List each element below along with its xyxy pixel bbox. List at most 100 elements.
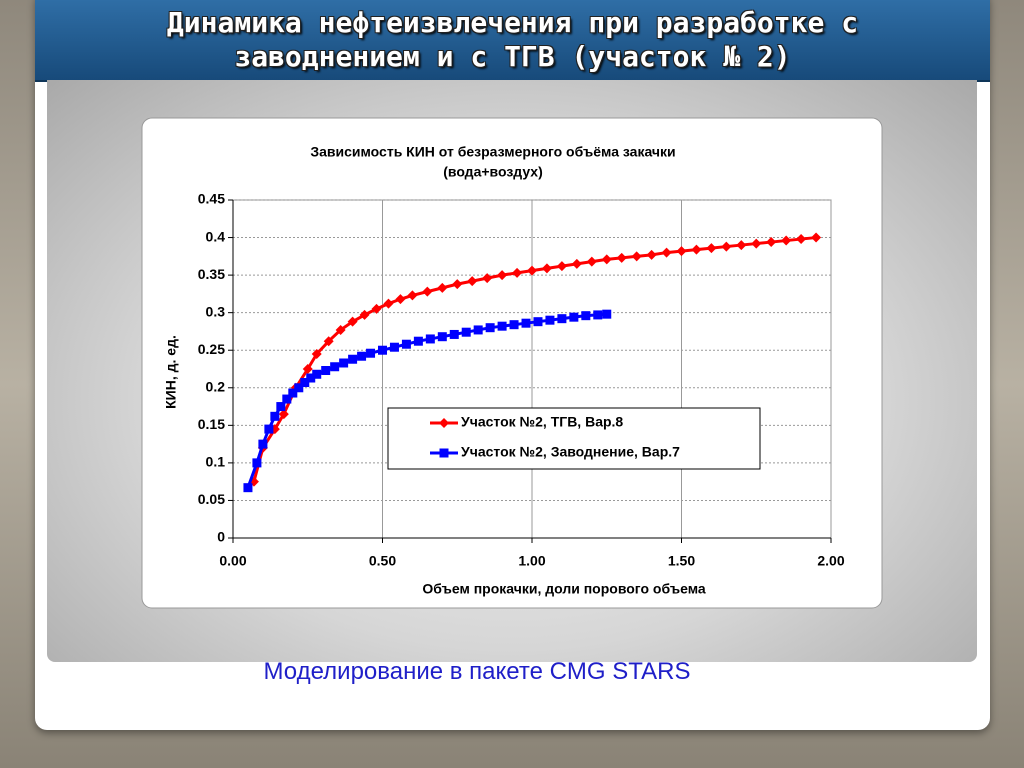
data-point (407, 290, 418, 301)
data-point (485, 323, 495, 333)
data-point (533, 317, 543, 327)
data-point (581, 311, 591, 321)
data-point (347, 316, 358, 327)
data-point (395, 294, 406, 305)
data-point (302, 364, 313, 374)
header-bar (35, 0, 990, 82)
data-point (422, 286, 433, 297)
x-tick-label: 0.00 (219, 553, 246, 569)
x-tick-label: 2.00 (817, 553, 844, 569)
legend-marker (439, 448, 449, 458)
data-point (751, 238, 762, 249)
caption: Моделирование в пакете CMG STARS (263, 658, 691, 685)
data-point (461, 327, 471, 337)
data-point (602, 309, 612, 319)
slide-title: Динамика нефтеизвлечения при разработке … (35, 6, 990, 74)
data-point (288, 388, 298, 398)
x-tick-label: 1.00 (518, 553, 545, 569)
data-point (721, 241, 732, 252)
data-point (593, 310, 603, 320)
y-tick-label: 0 (217, 529, 225, 545)
data-point (541, 263, 552, 274)
y-tick-label: 0.35 (198, 266, 225, 282)
y-tick-label: 0.45 (198, 191, 225, 207)
slide-title-line: Динамика нефтеизвлечения при разработке … (166, 6, 859, 39)
data-point (312, 369, 322, 379)
data-point (766, 237, 777, 248)
data-point (294, 383, 304, 393)
data-point (437, 332, 447, 342)
legend-label: Участок №2, ТГВ, Вар.8 (461, 414, 623, 430)
data-point (509, 320, 519, 330)
data-point (437, 282, 448, 293)
data-point (571, 258, 582, 269)
data-point (482, 273, 493, 284)
y-tick-label: 0.15 (198, 416, 225, 432)
data-point (306, 373, 316, 383)
data-point (330, 362, 340, 372)
y-tick-label: 0.1 (206, 454, 226, 470)
data-point (425, 334, 435, 344)
data-point (401, 339, 411, 349)
data-point (545, 315, 555, 325)
legend-marker (439, 418, 449, 428)
data-point (569, 312, 579, 322)
data-point (557, 314, 567, 324)
data-point (449, 329, 459, 339)
data-point (497, 321, 507, 331)
data-point (323, 336, 334, 347)
data-point (348, 354, 358, 364)
y-tick-label: 0.4 (206, 228, 226, 244)
data-point (512, 267, 523, 278)
chart-title: Зависимость КИН от безразмерного объёма … (310, 144, 675, 160)
data-point (527, 265, 537, 276)
y-axis-label: КИН, д. ед. (163, 335, 179, 409)
legend-label: Участок №2, Заводнение, Вар.7 (461, 444, 680, 460)
data-point (252, 458, 262, 468)
y-tick-label: 0.25 (198, 341, 225, 357)
data-point (521, 318, 531, 328)
data-point (300, 378, 310, 388)
x-axis-label: Объем прокачки, доли порового объема (422, 581, 706, 597)
data-point (357, 351, 367, 361)
data-point (359, 309, 370, 320)
data-point (706, 243, 717, 254)
data-point (676, 246, 687, 257)
data-point (586, 256, 597, 267)
data-point (366, 348, 376, 358)
y-tick-label: 0.05 (198, 491, 225, 507)
data-point (467, 276, 478, 287)
x-tick-label: 1.50 (668, 553, 695, 569)
data-point (616, 252, 627, 263)
data-point (691, 244, 702, 255)
data-point (278, 409, 289, 420)
data-point (378, 345, 387, 355)
data-point (243, 483, 253, 493)
data-point (335, 324, 346, 335)
data-point (270, 411, 280, 421)
data-point (371, 303, 382, 314)
data-point (452, 279, 463, 290)
data-point (811, 232, 822, 243)
data-point (556, 261, 567, 272)
data-point (413, 336, 423, 346)
data-point (264, 424, 274, 434)
data-point (282, 394, 292, 404)
data-point (796, 234, 807, 245)
data-point (736, 240, 747, 251)
data-point (601, 254, 612, 265)
data-point (276, 402, 286, 412)
data-point (781, 235, 792, 246)
data-point (497, 270, 508, 281)
data-point (383, 298, 394, 309)
data-point (339, 358, 349, 368)
y-tick-label: 0.3 (206, 303, 226, 319)
data-point (631, 251, 642, 262)
y-tick-label: 0.2 (206, 378, 226, 394)
data-point (311, 348, 322, 359)
data-point (389, 342, 399, 352)
chart-title: (вода+воздух) (443, 164, 543, 180)
data-point (661, 247, 672, 258)
data-point (646, 249, 657, 260)
data-point (258, 439, 268, 449)
